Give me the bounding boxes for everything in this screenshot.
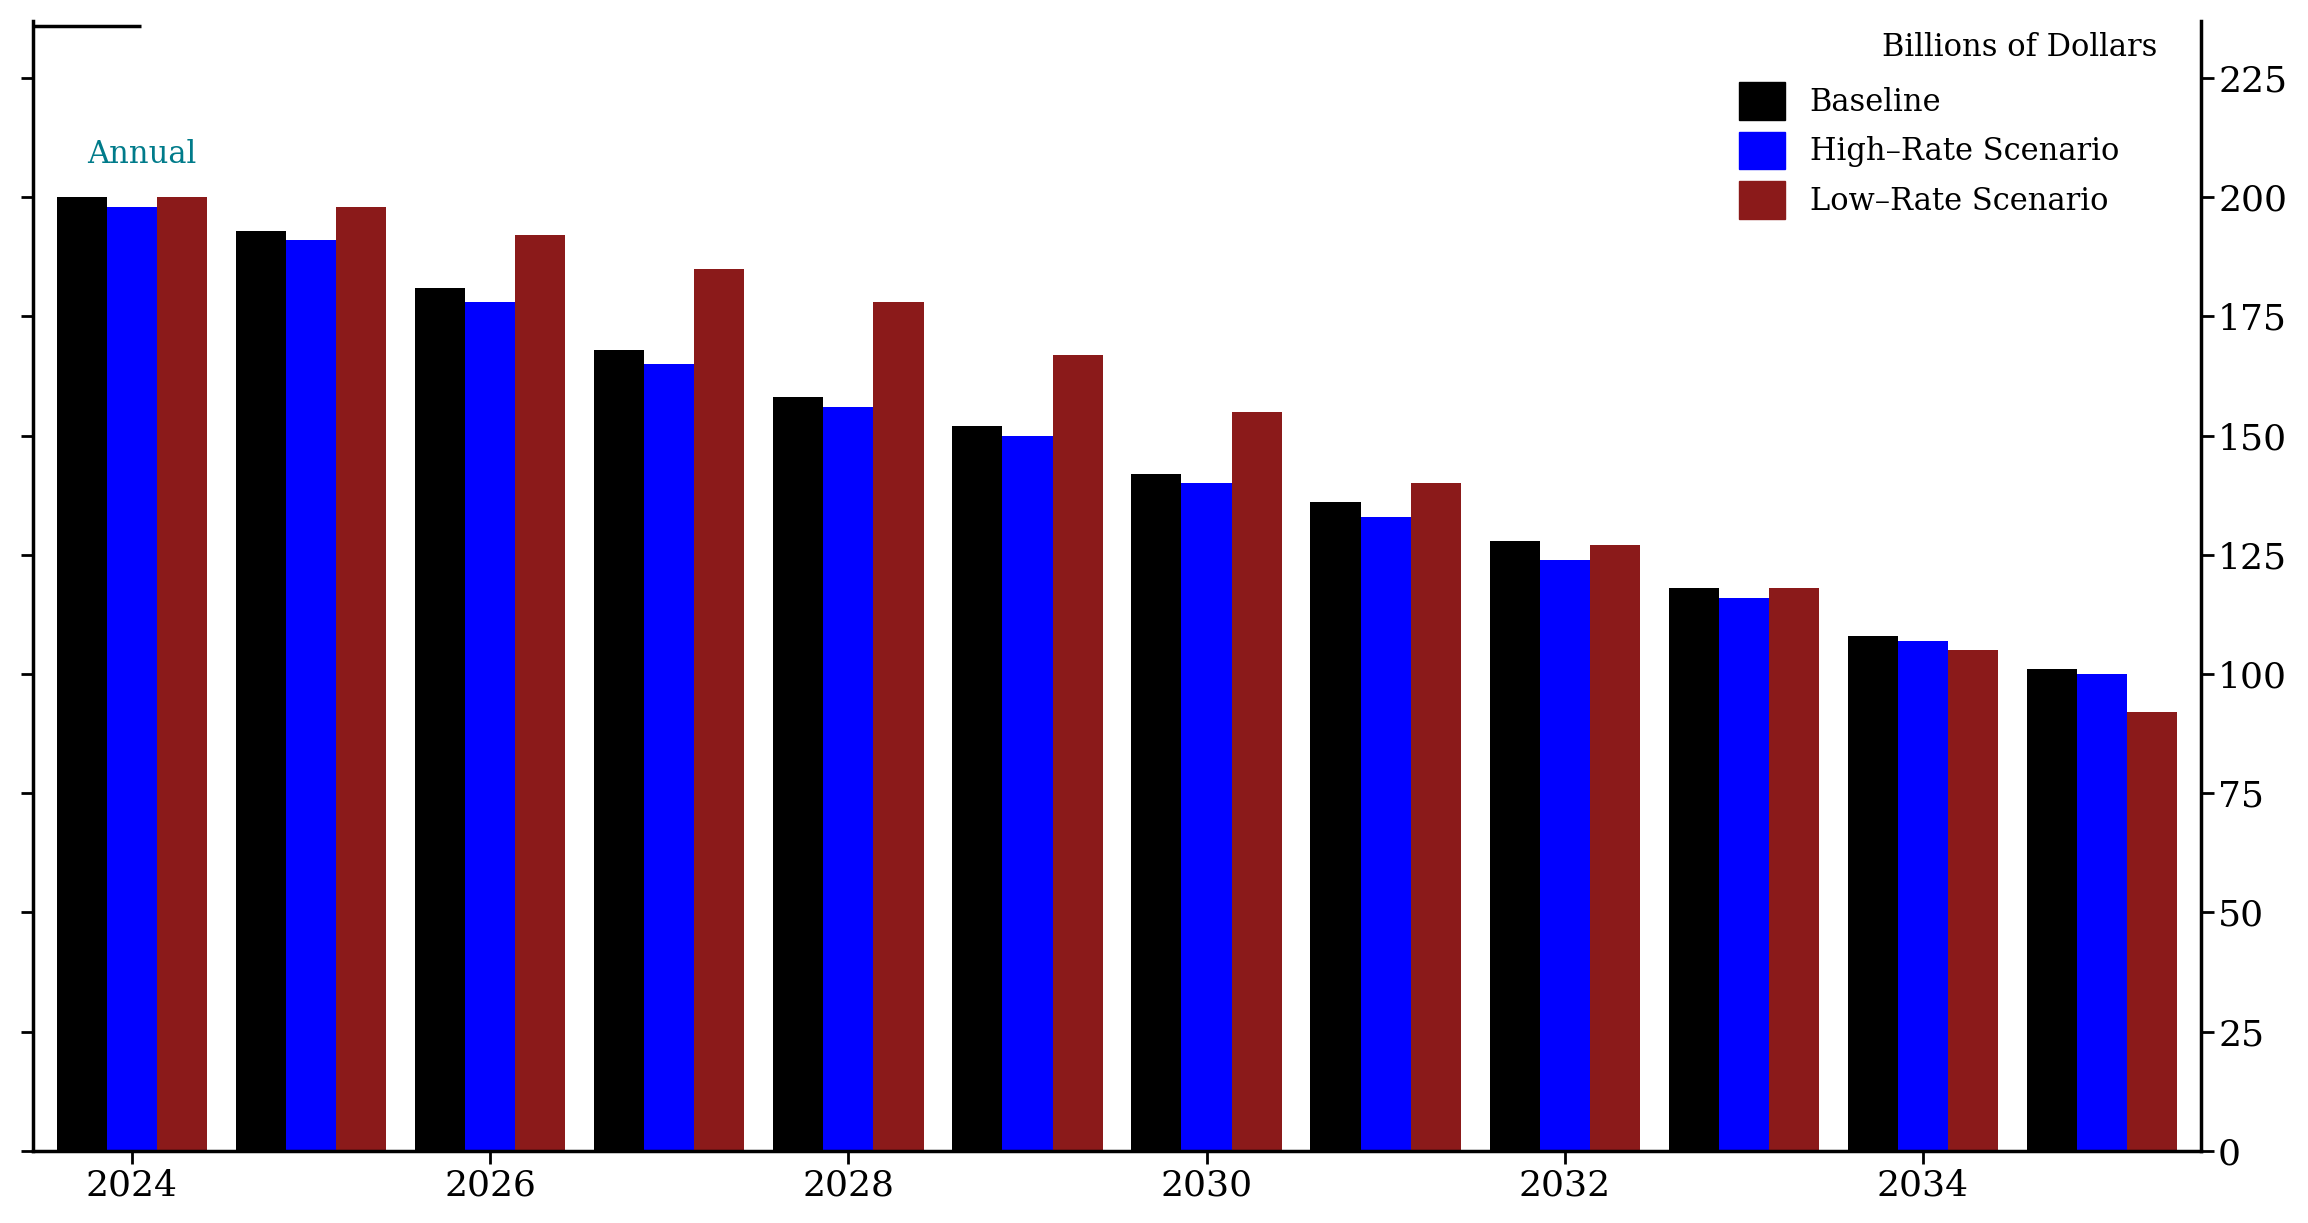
Bar <box>593 350 644 1151</box>
Bar <box>1362 516 1410 1151</box>
Bar <box>1948 651 1999 1151</box>
Bar <box>1002 435 1052 1151</box>
Bar <box>1232 412 1281 1151</box>
Bar <box>1719 598 1768 1151</box>
Bar <box>415 287 464 1151</box>
Legend: Baseline, High–Rate Scenario, Low–Rate Scenario: Baseline, High–Rate Scenario, Low–Rate S… <box>1726 70 2130 231</box>
Bar <box>515 235 565 1151</box>
Bar <box>1489 541 1539 1151</box>
Bar <box>337 207 385 1151</box>
Bar <box>235 231 286 1151</box>
Bar <box>1052 355 1103 1151</box>
Bar <box>464 302 515 1151</box>
Bar <box>773 397 824 1151</box>
Bar <box>1131 473 1182 1151</box>
Bar <box>2077 674 2128 1151</box>
Bar <box>1311 503 1362 1151</box>
Bar <box>1897 641 1948 1151</box>
Bar <box>58 197 106 1151</box>
Bar <box>872 302 923 1151</box>
Bar <box>2128 712 2176 1151</box>
Bar <box>1590 545 1641 1151</box>
Bar <box>644 364 695 1151</box>
Bar <box>2026 669 2077 1151</box>
Bar <box>1410 483 1461 1151</box>
Bar <box>1768 588 1819 1151</box>
Bar <box>1669 588 1719 1151</box>
Bar <box>157 197 208 1151</box>
Text: Billions of Dollars: Billions of Dollars <box>1881 32 2158 64</box>
Bar <box>1849 636 1897 1151</box>
Bar <box>824 407 872 1151</box>
Bar <box>286 240 337 1151</box>
Bar <box>106 207 157 1151</box>
Text: Annual: Annual <box>88 139 196 170</box>
Bar <box>695 269 745 1151</box>
Bar <box>1182 483 1232 1151</box>
Bar <box>1539 560 1590 1151</box>
Bar <box>953 426 1002 1151</box>
